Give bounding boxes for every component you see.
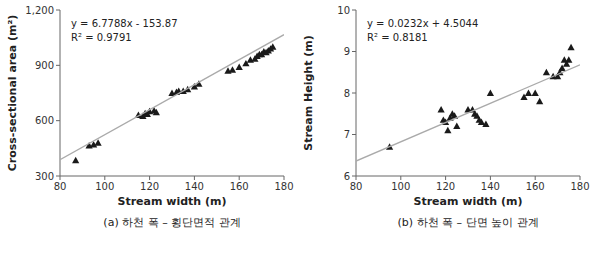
scatter-point	[543, 69, 550, 75]
x-tick	[60, 176, 61, 180]
x-tick	[284, 176, 285, 180]
x-tick	[445, 176, 446, 180]
x-tick	[400, 176, 401, 180]
plot-area	[60, 35, 284, 164]
y-tick-label: 1,200	[25, 5, 54, 16]
chart-title: (a) 하천 폭 – 횡단면적 관계	[103, 216, 240, 229]
x-tick-label: 100	[391, 181, 410, 192]
annotation: y = 6.7788x - 153.87 R² = 0.9791	[68, 15, 181, 47]
y-tick-label: 10	[337, 5, 350, 16]
x-tick	[239, 176, 240, 180]
scatter-point	[438, 106, 445, 112]
annotation-box	[364, 15, 481, 47]
y-tick	[56, 65, 60, 66]
x-axis-label: Stream width (m)	[117, 195, 226, 208]
x-tick-label: 160	[230, 181, 249, 192]
x-axis-line	[356, 176, 580, 177]
y-tick-label: 9	[344, 46, 350, 57]
scatter-point	[453, 123, 460, 129]
x-tick	[535, 176, 536, 180]
x-tick-label: 140	[481, 181, 500, 192]
x-tick-label: 120	[436, 181, 455, 192]
x-tick-label: 140	[185, 181, 204, 192]
scatter-point	[153, 109, 160, 115]
y-axis-line	[60, 10, 61, 176]
scatter-point	[236, 64, 243, 70]
x-tick	[356, 176, 357, 180]
scatter-point	[567, 44, 574, 50]
scatter-point	[482, 121, 489, 127]
y-tick	[352, 51, 356, 52]
x-tick-label: 180	[570, 181, 589, 192]
y-axis-label: Cross-sectional area (m²)	[6, 15, 19, 172]
x-tick	[490, 176, 491, 180]
annotation-text: R² = 0.8181	[367, 32, 428, 43]
scatter-point	[478, 118, 485, 124]
annotation-text: y = 6.7788x - 153.87	[71, 18, 178, 29]
y-axis-label: Stream Height (m)	[302, 35, 315, 151]
y-tick	[56, 10, 60, 11]
scatter-point	[229, 66, 236, 72]
annotation-text: y = 0.0232x + 4.5044	[367, 18, 478, 29]
scatter-point	[525, 89, 532, 95]
y-tick-label: 300	[35, 171, 54, 182]
y-tick-label: 900	[35, 60, 54, 71]
background	[0, 0, 592, 254]
y-tick	[352, 176, 356, 177]
x-tick-label: 100	[95, 181, 114, 192]
chart-title: (b) 하천 폭 – 단면 높이 관계	[397, 216, 538, 229]
y-tick	[56, 176, 60, 177]
y-tick	[352, 10, 356, 11]
y-tick	[352, 134, 356, 135]
x-axis-line	[60, 176, 284, 177]
scatter-point	[532, 89, 539, 95]
scatter-point	[487, 89, 494, 95]
x-tick-label: 180	[274, 181, 293, 192]
plot-area	[356, 44, 580, 161]
x-tick-label: 120	[140, 181, 159, 192]
chart-root: 80 100 120 140 160 180 300 600 900 1,200 Stream wi…	[0, 0, 592, 254]
annotation-text: R² = 0.9791	[71, 32, 132, 43]
y-tick-label: 600	[35, 115, 54, 126]
regression-line	[60, 35, 284, 160]
x-tick-label: 80	[350, 181, 363, 192]
x-tick	[104, 176, 105, 180]
regression-line	[356, 65, 580, 161]
x-tick	[580, 176, 581, 180]
x-tick-label: 160	[526, 181, 545, 192]
y-tick-label: 6	[344, 171, 350, 182]
panel: 80 100 120 140 160 180 300 600 900 1,200 Stream wi…	[6, 5, 294, 230]
x-tick	[149, 176, 150, 180]
annotation-box	[68, 15, 181, 47]
scatter-point	[536, 98, 543, 104]
x-tick-label: 80	[54, 181, 67, 192]
scatter-point	[72, 157, 79, 163]
y-tick-label: 8	[344, 88, 350, 99]
annotation: y = 0.0232x + 4.5044 R² = 0.8181	[364, 15, 481, 47]
y-tick	[56, 120, 60, 121]
scatter-point	[444, 127, 451, 133]
scatter-point	[269, 43, 276, 49]
y-tick-label: 7	[344, 129, 350, 140]
panel: 80 100 120 140 160 180 6 7 8 9 10 Stream width (m) S…	[302, 5, 590, 230]
x-axis-label: Stream width (m)	[413, 195, 522, 208]
scatter-point	[565, 56, 572, 62]
y-tick	[352, 93, 356, 94]
x-tick	[194, 176, 195, 180]
